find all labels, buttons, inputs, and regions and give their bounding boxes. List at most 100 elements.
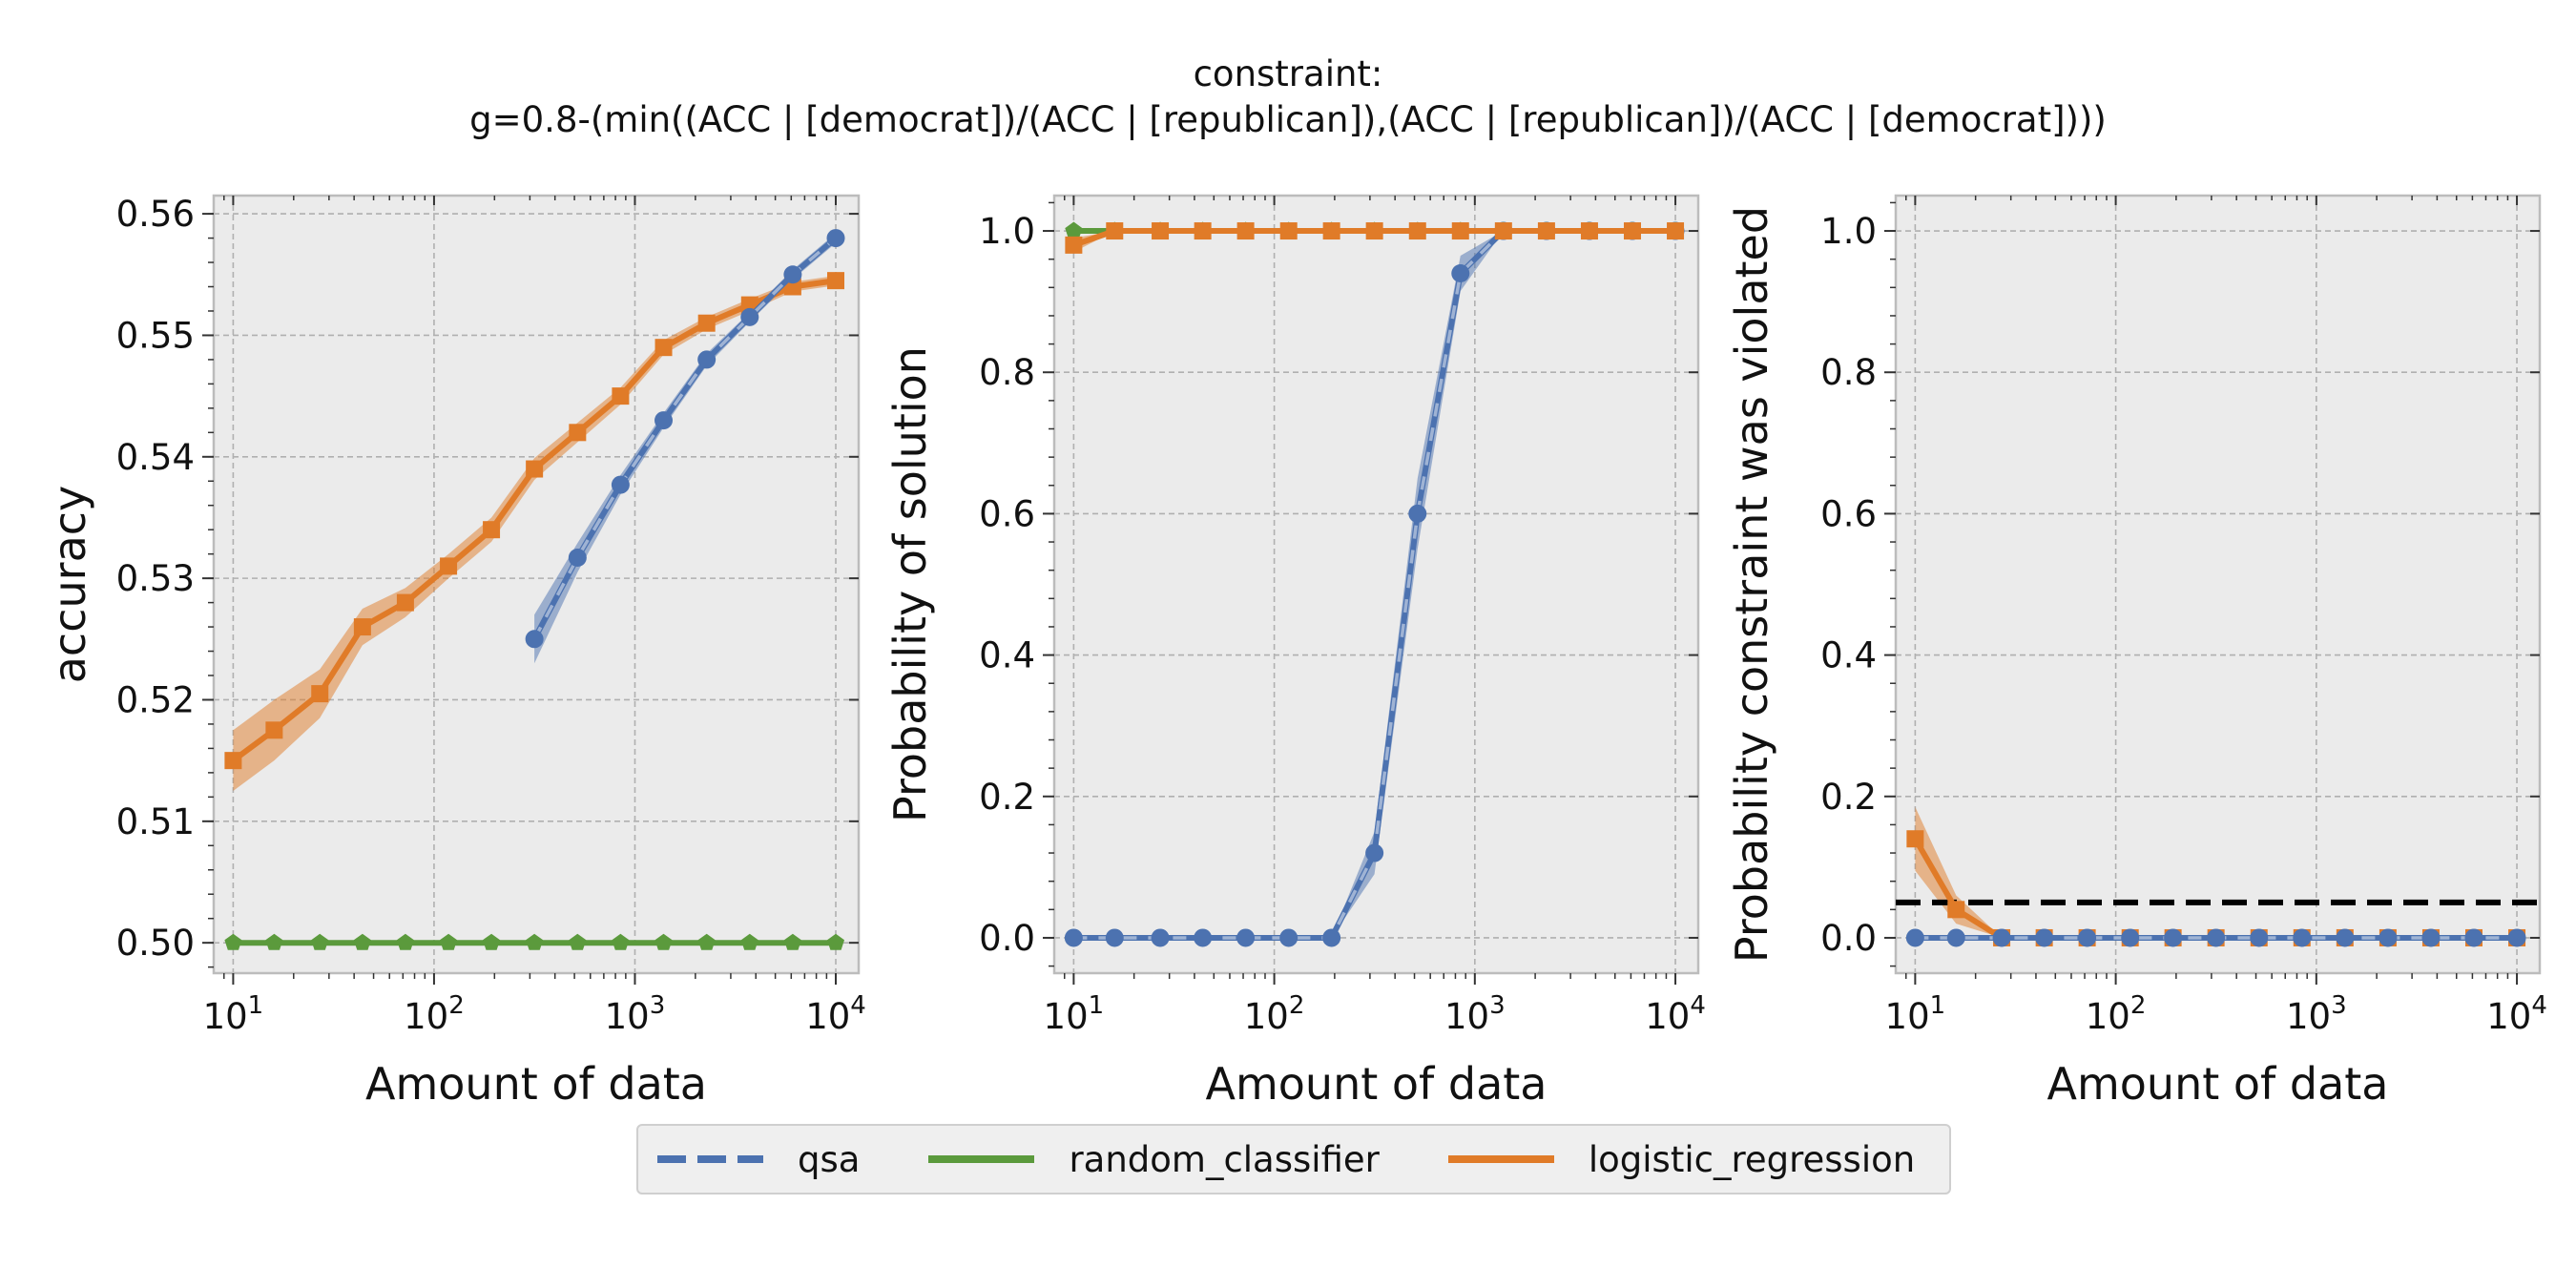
x-tick-label: 102 [2086,991,2147,1037]
data-point-qsa [1236,928,1256,947]
x-tick-label: 101 [1044,991,1105,1037]
data-point-logistic-regression [1667,222,1685,240]
data-point-qsa [2336,928,2355,947]
data-point-qsa [2121,928,2140,947]
y-tick-label: 0.52 [116,679,195,720]
data-point-qsa [1905,928,1924,947]
x-tick-label: 103 [2286,991,2347,1037]
data-point-logistic-regression [1947,901,1965,919]
legend-item-qsa: qsa [638,1139,860,1180]
data-point-random-classifier [654,933,673,950]
data-point-logistic-regression [1537,222,1555,240]
y-tick-label: 0.8 [1820,352,1877,393]
legend-item-random-classifier: random_classifier [909,1139,1380,1180]
data-point-qsa [1105,928,1124,947]
y-tick-label: 0.56 [116,194,195,235]
data-point-logistic-regression [1152,222,1170,240]
x-tick-label: 103 [1444,991,1506,1037]
data-point-logistic-regression [224,752,242,770]
plot-area [214,196,859,973]
legend-swatch-qsa [657,1155,763,1163]
y-tick-label: 0.50 [116,923,195,964]
data-point-logistic-regression [1623,222,1641,240]
y-tick-label: 0.4 [979,635,1035,676]
data-point-qsa [740,307,759,326]
y-tick-label: 1.0 [1820,211,1877,252]
data-point-logistic-regression [1580,222,1598,240]
series-dash-qsa [532,237,838,640]
plot-frame [212,194,861,975]
data-layer [1896,806,2540,947]
data-point-qsa [2164,928,2183,947]
data-point-logistic-regression [311,685,329,703]
chart-panel-3: 101 102 103 104 0.0 0.2 0.4 0.6 0.8 1.0 Amount of … [1726,194,2547,1110]
data-point-random-classifier [612,933,630,950]
chart-panel-2: 101 102 103 104 0.0 0.2 0.4 0.6 0.8 1.0 Amount of … [884,194,1706,1110]
data-point-random-classifier [1065,221,1083,239]
figure-title-line2: g=0.8-(min((ACC | [democrat])/(ACC | [re… [469,99,2107,140]
x-tick-label: 101 [1885,991,1946,1037]
data-point-random-classifier [483,933,501,950]
figure-title-line1: constraint: [1193,53,1383,94]
data-point-logistic-regression [1365,222,1383,240]
x-tick-label: 104 [1645,991,1706,1037]
data-point-qsa [1064,928,1083,947]
data-point-qsa [568,548,587,567]
y-tick-label: 0.2 [1820,777,1877,818]
data-point-logistic-regression [1106,222,1124,240]
data-point-logistic-regression [697,314,716,332]
y-tick-label: 0.2 [979,777,1035,818]
data-point-qsa [2078,928,2097,947]
data-point-logistic-regression [526,460,544,478]
plot-area [1896,196,2540,973]
data-point-qsa [2464,928,2483,947]
x-axis-label: Amount of data [1206,1058,1548,1110]
data-point-logistic-regression [1494,222,1512,240]
data-point-random-classifier [526,933,544,950]
y-tick-label: 0.53 [116,558,195,599]
data-point-random-classifier [827,933,844,950]
data-point-logistic-regression [1236,222,1255,240]
data-point-qsa [697,350,717,369]
legend-swatch-logistic-regression [1447,1155,1554,1163]
data-point-logistic-regression [1279,222,1298,240]
data-point-qsa [2035,928,2054,947]
data-point-qsa [2507,928,2526,947]
data-point-logistic-regression [654,339,673,357]
y-tick-label: 0.55 [116,315,195,356]
data-point-random-classifier [265,933,283,950]
data-point-logistic-regression [1408,222,1426,240]
plot-frame [1894,194,2542,975]
data-point-qsa [611,475,630,494]
data-point-random-classifier [569,933,587,950]
data-point-random-classifier [783,933,801,950]
legend: qsa random_classifier logistic_regressio… [636,1124,1951,1195]
data-point-qsa [1151,928,1170,947]
x-tick-label: 104 [805,991,866,1037]
data-point-random-classifier [311,933,329,950]
y-tick-label: 1.0 [979,211,1035,252]
y-tick-label: 0.0 [1820,918,1877,959]
data-point-qsa [1365,843,1384,862]
data-point-logistic-regression [353,618,371,636]
y-tick-label: 0.4 [1820,635,1877,676]
y-tick-label: 0.8 [979,352,1035,393]
data-point-logistic-regression [612,387,630,405]
data-point-logistic-regression [1322,222,1340,240]
data-point-qsa [783,265,802,284]
legend-swatch-random-classifier [928,1155,1035,1163]
x-axis-label: Amount of data [365,1058,707,1110]
data-point-logistic-regression [265,721,283,739]
y-axis-label: Probability constraint was violated [1726,206,1777,963]
confidence-band-logistic-regression [233,276,836,791]
data-point-qsa [826,229,845,248]
data-point-qsa [1322,928,1341,947]
y-axis-label: accuracy [44,486,95,684]
data-layer [224,229,845,950]
plot-frame [1052,194,1700,975]
data-point-qsa [654,411,674,430]
data-point-qsa [1946,928,1965,947]
data-point-random-classifier [353,933,371,950]
